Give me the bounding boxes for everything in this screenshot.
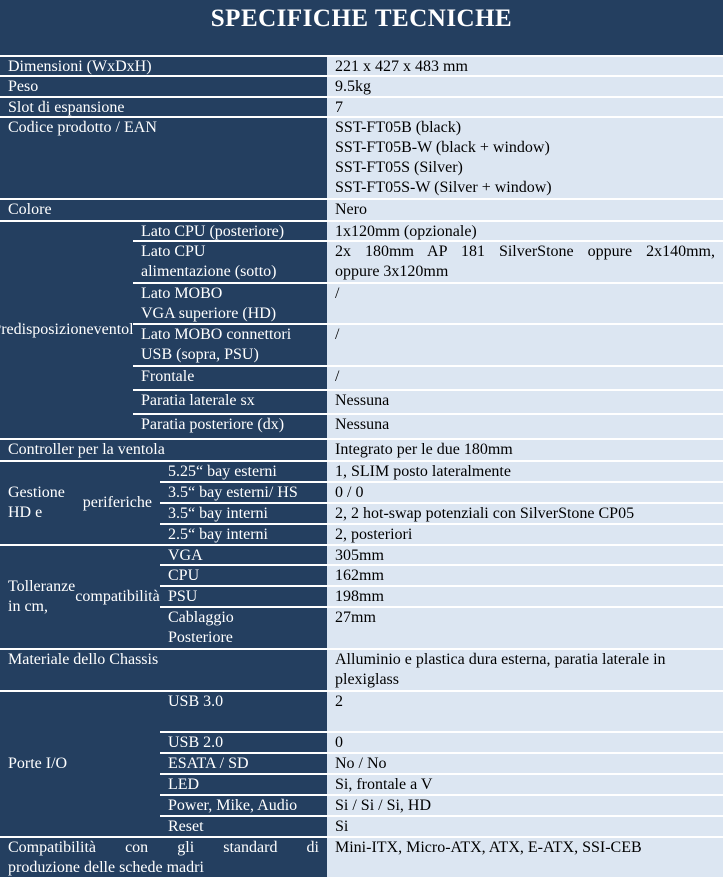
spec-label-line: Posteriore (168, 629, 233, 646)
spec-label: Compatibilità con gli standard di produzi… (0, 836, 327, 877)
spec-value: Nessuna (327, 389, 723, 413)
spec-label: 2.5“ bay interni (160, 523, 327, 544)
spec-label: Paratia posteriore (dx) (133, 413, 327, 438)
spec-label: Power, Mike, Audio (160, 794, 327, 815)
spec-label: Dimensioni (WxDxH) (0, 55, 327, 75)
page-title: SPECIFICHE TECNICHE (0, 0, 723, 55)
spec-label: 3.5“ bay interni (160, 502, 327, 523)
spec-label: Controller per la ventola (0, 438, 327, 460)
spec-label: ESATA / SD (160, 752, 327, 773)
spec-value-line: SST-FT05B (black) (335, 119, 462, 136)
spec-label: Reset (160, 815, 327, 836)
spec-value: Si / Si / Si, HD (327, 794, 723, 815)
spec-value: Integrato per le due 180mm (327, 438, 723, 460)
group-label-line: Predisposizione (0, 321, 94, 338)
spec-value-line: 2x 180mm AP 181 SilverStone oppure 2x140… (335, 243, 715, 260)
spec-value: 0 (327, 731, 723, 752)
spec-label: PSU (160, 585, 327, 606)
spec-label-line: VGA superiore (HD) (141, 305, 277, 322)
spec-label-line: produzione delle schede madri (8, 859, 204, 876)
spec-label-line: Lato CPU (141, 243, 206, 260)
spec-label: LED (160, 773, 327, 794)
group-label-line: Gestione HD e (8, 484, 65, 521)
spec-value: Si (327, 815, 723, 836)
spec-value: 27mm (327, 606, 723, 648)
group-label-line: Tolleranze in cm, (8, 578, 76, 615)
spec-value: Mini-ITX, Micro-ATX, ATX, E-ATX, SSI-CEB (327, 836, 723, 877)
group-label: Predisposizioneventole (0, 220, 133, 438)
spec-value: 1, SLIM posto lateralmente (327, 460, 723, 481)
spec-value-line: oppure 3x120mm (335, 263, 449, 280)
spec-value: 0 / 0 (327, 481, 723, 502)
group-label-line: compatibilità (75, 588, 160, 605)
spec-label-line: Lato MOBO (141, 285, 223, 302)
spec-label: USB 3.0 (160, 690, 327, 731)
spec-label: USB 2.0 (160, 731, 327, 752)
spec-value: Alluminio e plastica dura esterna, parat… (327, 648, 723, 690)
group-label: Porte I/O (0, 690, 160, 836)
spec-label-line: USB (sopra, PSU) (141, 346, 259, 363)
spec-value: Nessuna (327, 413, 723, 438)
spec-label: 3.5“ bay esterni/ HS (160, 481, 327, 502)
spec-value-line: plexiglass (335, 671, 399, 688)
spec-value: SST-FT05B (black) SST-FT05B-W (black + wi… (327, 116, 723, 198)
spec-value: 2, 2 hot-swap potenziali con SilverStone… (327, 502, 723, 523)
spec-value: 305mm (327, 544, 723, 564)
spec-value: 9.5kg (327, 75, 723, 96)
spec-label-line: Lato MOBO connettori (141, 326, 292, 343)
spec-value: 162mm (327, 564, 723, 585)
spec-value: 2 (327, 690, 723, 731)
spec-label: 5.25“ bay esterni (160, 460, 327, 481)
spec-label: Slot di espansione (0, 96, 327, 116)
spec-label: VGA (160, 544, 327, 564)
spec-label: Cablaggio Posteriore (160, 606, 327, 648)
spec-value: / (327, 282, 723, 323)
spec-label: Colore (0, 198, 327, 220)
spec-value-line: SST-FT05B-W (black + window) (335, 139, 550, 156)
spec-value-line: SST-FT05S (Silver) (335, 159, 463, 176)
spec-value: / (327, 365, 723, 389)
spec-label: CPU (160, 564, 327, 585)
spec-value: 221 x 427 x 483 mm (327, 55, 723, 75)
spec-value: 198mm (327, 585, 723, 606)
spec-value: 1x120mm (opzionale) (327, 220, 723, 240)
spec-label: Lato CPU alimentazione (sotto) (133, 240, 327, 282)
spec-label: Materiale dello Chassis (0, 648, 327, 690)
spec-label: Lato CPU (posteriore) (133, 220, 327, 240)
spec-label-line: Compatibilità con gli standard di (8, 839, 319, 856)
spec-label: Frontale (133, 365, 327, 389)
spec-value: / (327, 323, 723, 365)
spec-value-line: SST-FT05S-W (Silver + window) (335, 179, 552, 196)
spec-value: No / No (327, 752, 723, 773)
group-label-line: periferiche (82, 494, 152, 511)
spec-label-line: Cablaggio (168, 609, 234, 626)
spec-label: Peso (0, 75, 327, 96)
spec-value: 7 (327, 96, 723, 116)
spec-label: Paratia laterale sx (133, 389, 327, 413)
spec-value: 2x 180mm AP 181 SilverStone oppure 2x140… (327, 240, 723, 282)
spec-value: 2, posteriori (327, 523, 723, 544)
spec-value: Si, frontale a V (327, 773, 723, 794)
spec-label: Lato MOBO connettori USB (sopra, PSU) (133, 323, 327, 365)
group-label: Tolleranze in cm, compatibilità (0, 544, 160, 648)
spec-label: Lato MOBO VGA superiore (HD) (133, 282, 327, 323)
spec-value: Nero (327, 198, 723, 220)
group-label-line: ventole (93, 321, 133, 338)
group-label: Gestione HD e periferiche (0, 460, 160, 544)
spec-label: Codice prodotto / EAN (0, 116, 327, 198)
spec-value-line: Alluminio e plastica dura esterna, parat… (335, 651, 666, 668)
spec-label-line: alimentazione (sotto) (141, 263, 277, 280)
